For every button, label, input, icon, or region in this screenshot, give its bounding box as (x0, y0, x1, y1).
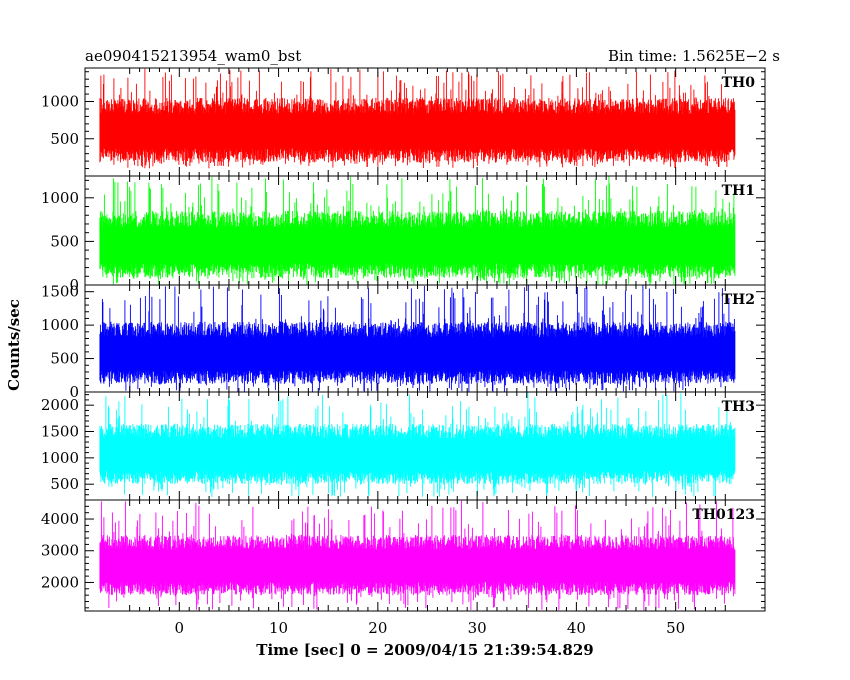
y-tick-label: 2000 (41, 396, 79, 414)
series-label-th2: TH2 (722, 292, 755, 308)
y-tick-label: 4000 (41, 510, 79, 528)
y-tick-label: 0 (69, 276, 79, 294)
trace-th3 (99, 392, 736, 498)
y-tick-label: 1000 (41, 93, 79, 111)
x-tick-label: 40 (567, 619, 586, 637)
y-tick-label: 500 (50, 130, 79, 148)
x-tick-label: 10 (269, 619, 288, 637)
series-label-th1: TH1 (722, 183, 755, 199)
bin-time-title: Bin time: 1.5625E−2 s (608, 47, 780, 65)
panel-th2: 0 500 1000 1500 TH2 (41, 283, 766, 401)
series-label-th0: TH0 (722, 75, 756, 91)
panel-th0: 500 1000 TH0 (41, 67, 766, 177)
y-tick-label: 1000 (41, 316, 79, 334)
y-axis-label: Counts/sec (5, 299, 23, 391)
y-tick-label: 1500 (41, 423, 79, 441)
y-tick-label: 2000 (41, 573, 79, 591)
y-tick-label: 500 (50, 475, 79, 493)
y-tick-label: 500 (50, 350, 79, 368)
y-tick-label: 1500 (41, 283, 79, 301)
y-tick-label: 1000 (41, 189, 79, 207)
y-tick-label: 500 (50, 232, 79, 250)
x-tick-label: 0 (175, 619, 185, 637)
trace-th0123 (99, 500, 736, 611)
panel-th0123: 2000 3000 4000 TH0123 (41, 499, 766, 612)
trace-th1 (99, 176, 736, 285)
panel-th3: 500 1000 1500 2000 TH3 (41, 391, 766, 501)
trace-th0 (99, 68, 736, 169)
x-tick-label: 50 (666, 619, 685, 637)
y-tick-label: 3000 (41, 542, 79, 560)
series-label-th0123: TH0123 (692, 507, 755, 523)
x-tick-label: 20 (368, 619, 387, 637)
trace-th2 (99, 285, 736, 392)
observation-id-title: ae090415213954_wam0_bst (85, 47, 301, 65)
x-tick-labels: 0 10 20 30 40 50 (175, 619, 686, 637)
x-axis-label: Time [sec] 0 = 2009/04/15 21:39:54.829 (256, 641, 593, 659)
x-tick-label: 30 (468, 619, 487, 637)
panels-group: 500 1000 TH0 0 500 1000 TH1 0 500 1000 1500 TH2 500 1… (41, 67, 766, 612)
panel-th1: 0 500 1000 TH1 (41, 175, 766, 294)
panel-frame (84, 499, 766, 612)
y-tick-label: 1000 (41, 449, 79, 467)
y-tick-label: 0 (69, 383, 79, 401)
series-label-th3: TH3 (722, 399, 755, 415)
